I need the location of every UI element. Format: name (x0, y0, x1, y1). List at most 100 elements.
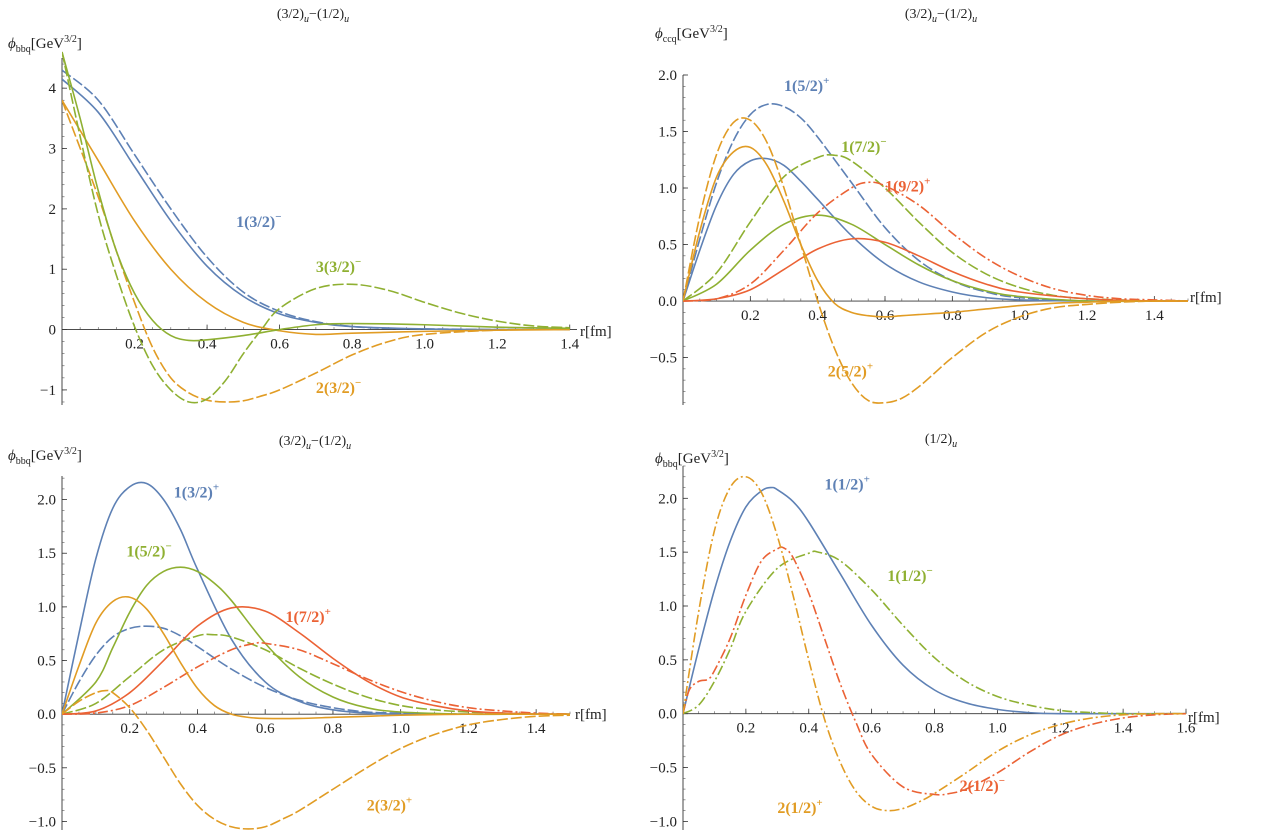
y-tick-label: 0.5 (37, 654, 56, 670)
curve-label: 1(1/2)+ (824, 474, 869, 494)
chart-title: (3/2)u−(1/2)u (277, 7, 349, 25)
x-tick-label: 1.0 (988, 721, 1007, 737)
y-tick-label: −0.5 (29, 761, 56, 777)
y-tick-label: 0.0 (658, 707, 677, 723)
y-tick-label: 2.0 (658, 491, 677, 507)
curve-label: 1(5/2)+ (784, 75, 829, 95)
y-tick-label: 1.0 (658, 599, 677, 615)
series-line-5 (683, 181, 1188, 302)
chart-panel-2: 0.2 0.4 0.6 0.8 1.0 1.2 1.4−0.50.00.51.01.52.0… (650, 7, 1222, 405)
x-tick-label: 1.0 (415, 337, 434, 353)
series-line-6 (62, 51, 570, 404)
series-line-1 (683, 103, 1188, 303)
y-tick-label: 1 (49, 262, 57, 278)
curve-label: 1(7/2)+ (286, 606, 331, 626)
series-line-1 (683, 486, 1186, 715)
y-tick-label: 1.5 (658, 125, 677, 141)
x-tick-label: 0.8 (324, 721, 343, 737)
x-tick-label: 1.2 (488, 337, 507, 353)
series-line-8 (62, 689, 570, 830)
x-tick-label: 0.8 (943, 308, 962, 324)
series-line-4 (62, 99, 570, 403)
x-tick-label: 0.4 (188, 721, 207, 737)
chart-panel-1: 0.2 0.4 0.6 0.8 1.0 1.2 1.4−101234(3/2)u−(1/2)… (8, 7, 612, 405)
x-tick-label: 0.2 (741, 308, 760, 324)
series-line-2 (683, 157, 1188, 302)
chart-title: (1/2)u (925, 432, 957, 450)
x-tick-label: 0.2 (737, 721, 756, 737)
series-line-4 (683, 475, 1186, 812)
y-tick-label: −1.0 (29, 814, 56, 830)
series-line-5 (62, 51, 570, 342)
y-tick-label: −0.5 (650, 761, 677, 777)
y-tick-label: 0.0 (37, 707, 56, 723)
curve-label: 1(9/2)+ (885, 175, 930, 195)
curve-label: 2(1/2)+ (777, 797, 822, 817)
x-tick-label: 1.2 (1078, 308, 1097, 324)
y-tick-label: −0.5 (650, 351, 677, 367)
y-tick-label: 2 (49, 202, 57, 218)
x-axis-label: r[fm] (575, 707, 607, 723)
series-line-6 (62, 641, 570, 715)
curve-label: 1(7/2)− (841, 136, 886, 156)
series-line-6 (683, 237, 1188, 302)
y-axis-label: ϕbbq[GeV3/2] (8, 34, 82, 55)
y-axis-label: ϕbbq[GeV3/2] (655, 449, 729, 470)
y-tick-label: 0.5 (658, 653, 677, 669)
curve-label: 1(5/2)− (126, 540, 171, 560)
x-tick-label: 1.4 (527, 721, 546, 737)
curve-label: 2(5/2)+ (828, 361, 873, 381)
chart-title: (3/2)u−(1/2)u (905, 7, 977, 25)
x-tick-label: 0.2 (120, 721, 139, 737)
curve-label: 2(1/2)− (960, 775, 1005, 795)
series-line-3 (62, 566, 570, 716)
series-line-7 (62, 595, 570, 720)
x-tick-label: 0.6 (256, 721, 275, 737)
series-line-4 (683, 214, 1188, 303)
curve-label: 1(3/2)− (236, 211, 281, 231)
x-tick-label: 1.4 (560, 337, 579, 353)
y-axis-label: ϕbbq[GeV3/2] (8, 446, 82, 467)
series-line-8 (683, 145, 1188, 318)
x-tick-label: 0.8 (925, 721, 944, 737)
x-tick-label: 0.6 (270, 337, 289, 353)
chart-panel-3: 0.2 0.4 0.6 0.8 1.0 1.2 1.4−1.0−0.50.00.51.01.… (8, 434, 607, 830)
series-line-3 (62, 99, 570, 336)
y-axis-label: ϕccq[GeV3/2] (655, 24, 728, 45)
curve-label: 3(3/2)− (316, 256, 361, 276)
series-line-1 (62, 481, 570, 716)
y-tick-label: 2.0 (658, 68, 677, 84)
curve-label: 1(1/2)− (887, 565, 932, 585)
x-tick-label: 0.4 (799, 721, 818, 737)
y-tick-label: −1.0 (650, 814, 677, 830)
y-tick-label: 0 (49, 323, 57, 339)
x-tick-label: 1.6 (1177, 721, 1196, 737)
y-tick-label: 3 (49, 142, 57, 158)
chart-title: (3/2)u−(1/2)u (279, 434, 351, 452)
x-tick-label: 0.4 (808, 308, 827, 324)
series-line-1 (62, 69, 570, 331)
x-tick-label: 1.0 (391, 721, 410, 737)
y-tick-label: 1.0 (658, 181, 677, 197)
y-tick-label: 4 (49, 81, 57, 97)
series-line-5 (62, 605, 570, 716)
chart-panel-4: 0.2 0.4 0.6 0.8 1.0 1.2 1.4 1.6−1.0−0.50.00.51.… (650, 432, 1220, 830)
y-tick-label: 1.5 (37, 546, 56, 562)
x-tick-label: 1.4 (1145, 308, 1164, 324)
series-line-7 (683, 117, 1188, 404)
curve-label: 2(3/2)+ (367, 795, 412, 815)
y-tick-label: 1.5 (658, 545, 677, 561)
y-tick-label: 2.0 (37, 493, 56, 509)
y-tick-label: 0.0 (658, 294, 677, 310)
y-tick-label: −1 (40, 383, 56, 399)
series-line-2 (683, 550, 1186, 715)
x-tick-label: 0.2 (125, 337, 144, 353)
series-line-2 (62, 625, 570, 716)
x-axis-label: r[fm] (580, 324, 612, 340)
x-tick-label: 0.6 (862, 721, 881, 737)
x-tick-label: 0.6 (876, 308, 895, 324)
x-tick-label: 0.8 (343, 337, 362, 353)
curve-label: 1(3/2)+ (174, 481, 219, 501)
x-axis-label: r[fm] (1190, 290, 1222, 306)
